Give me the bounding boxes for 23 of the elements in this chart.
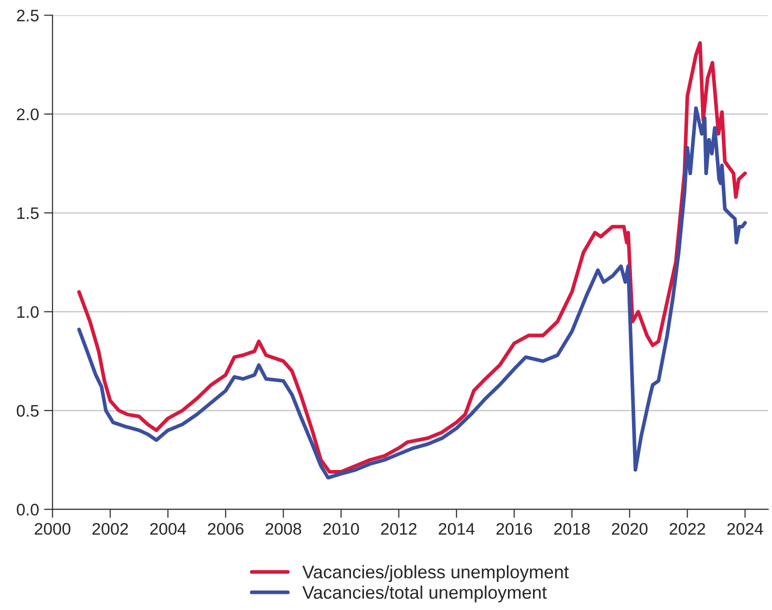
y-tick-label: 0.0 [16, 504, 39, 516]
y-tick-label: 0.5 [16, 404, 39, 417]
x-tick-label: 2014 [438, 522, 475, 535]
y-tick-label: 1.0 [17, 306, 39, 318]
y-tick-label: 1.5 [17, 207, 39, 220]
x-tick-label: 2018 [554, 522, 590, 535]
legend-label: Vacancies/jobless unemployment [302, 565, 569, 582]
x-tick-label: 2012 [381, 522, 416, 535]
line-series [77, 106, 747, 480]
y-tick-label: 2.0 [16, 108, 39, 120]
x-tick-label: 2002 [92, 522, 128, 535]
x-tick-label: 2022 [670, 522, 706, 535]
x-tick-label: 2008 [266, 522, 302, 535]
legend-label: Vacancies/total unemployment [302, 586, 547, 602]
x-tick-label: 2006 [208, 522, 244, 535]
x-tick-label: 2024 [727, 522, 764, 535]
x-tick-label: 2016 [496, 522, 532, 535]
x-tick-label: 2004 [150, 522, 186, 535]
y-tick-label: 2.5 [16, 10, 39, 22]
x-tick-label: 2000 [34, 522, 70, 535]
x-tick-label: 2010 [323, 522, 359, 535]
x-tick-label: 2020 [612, 522, 648, 535]
line-series [77, 41, 747, 474]
